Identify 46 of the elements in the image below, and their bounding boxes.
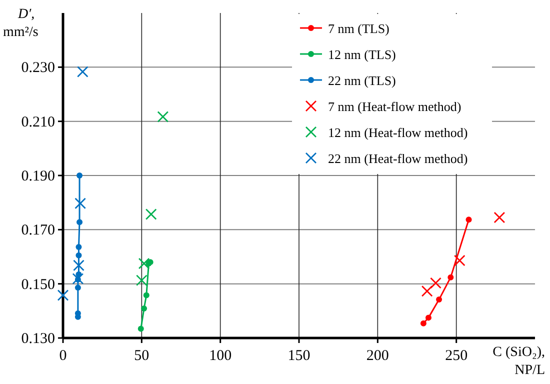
point	[448, 274, 454, 280]
y-tick-label: 0.150	[21, 276, 55, 293]
y-tick-label: 0.230	[21, 60, 55, 76]
legend-label: 12 nm (TLS)	[328, 47, 396, 62]
point	[430, 277, 442, 289]
point	[74, 284, 81, 291]
point	[73, 260, 84, 272]
point	[72, 272, 84, 284]
point	[138, 326, 144, 332]
point	[143, 292, 150, 298]
point	[420, 320, 426, 326]
point	[76, 252, 82, 258]
y-tick-label: 0.170	[21, 222, 55, 239]
point	[57, 290, 69, 301]
legend-label: 22 nm (Heat-flow method)	[328, 151, 468, 166]
y-tick-label: 0.190	[21, 168, 55, 184]
x-tick-label: 150	[288, 348, 310, 364]
point	[466, 216, 472, 223]
x-tick-label: 0	[59, 348, 67, 364]
y-tick-label: 0.210	[21, 114, 55, 130]
x-tick-label: 200	[366, 348, 389, 364]
point	[76, 66, 88, 78]
legend-label: 22 nm (TLS)	[328, 73, 396, 88]
x-tick-label: 100	[209, 348, 232, 364]
y-axis-title: D′, mm²/s	[3, 7, 38, 40]
point	[141, 305, 148, 312]
legend-label: 7 nm (TLS)	[328, 21, 390, 36]
point	[74, 198, 86, 210]
point	[454, 254, 466, 266]
point	[157, 111, 169, 122]
y-tick-label: 0.130	[21, 331, 55, 347]
point	[138, 258, 150, 270]
point	[76, 219, 83, 226]
point	[145, 208, 157, 220]
point	[494, 212, 506, 224]
legend-label: 12 nm (Heat-flow method)	[328, 125, 468, 140]
point	[76, 244, 82, 250]
x-tick-label: 250	[445, 348, 468, 364]
point	[421, 285, 433, 297]
legend-label: 7 nm (Heat-flow method)	[328, 99, 462, 114]
point	[425, 314, 432, 321]
x-axis-title: C (SiO₂), NP/L	[492, 345, 545, 378]
point	[136, 274, 148, 286]
x-tick-label: 50	[134, 348, 150, 364]
point	[76, 172, 83, 178]
point	[436, 296, 442, 303]
